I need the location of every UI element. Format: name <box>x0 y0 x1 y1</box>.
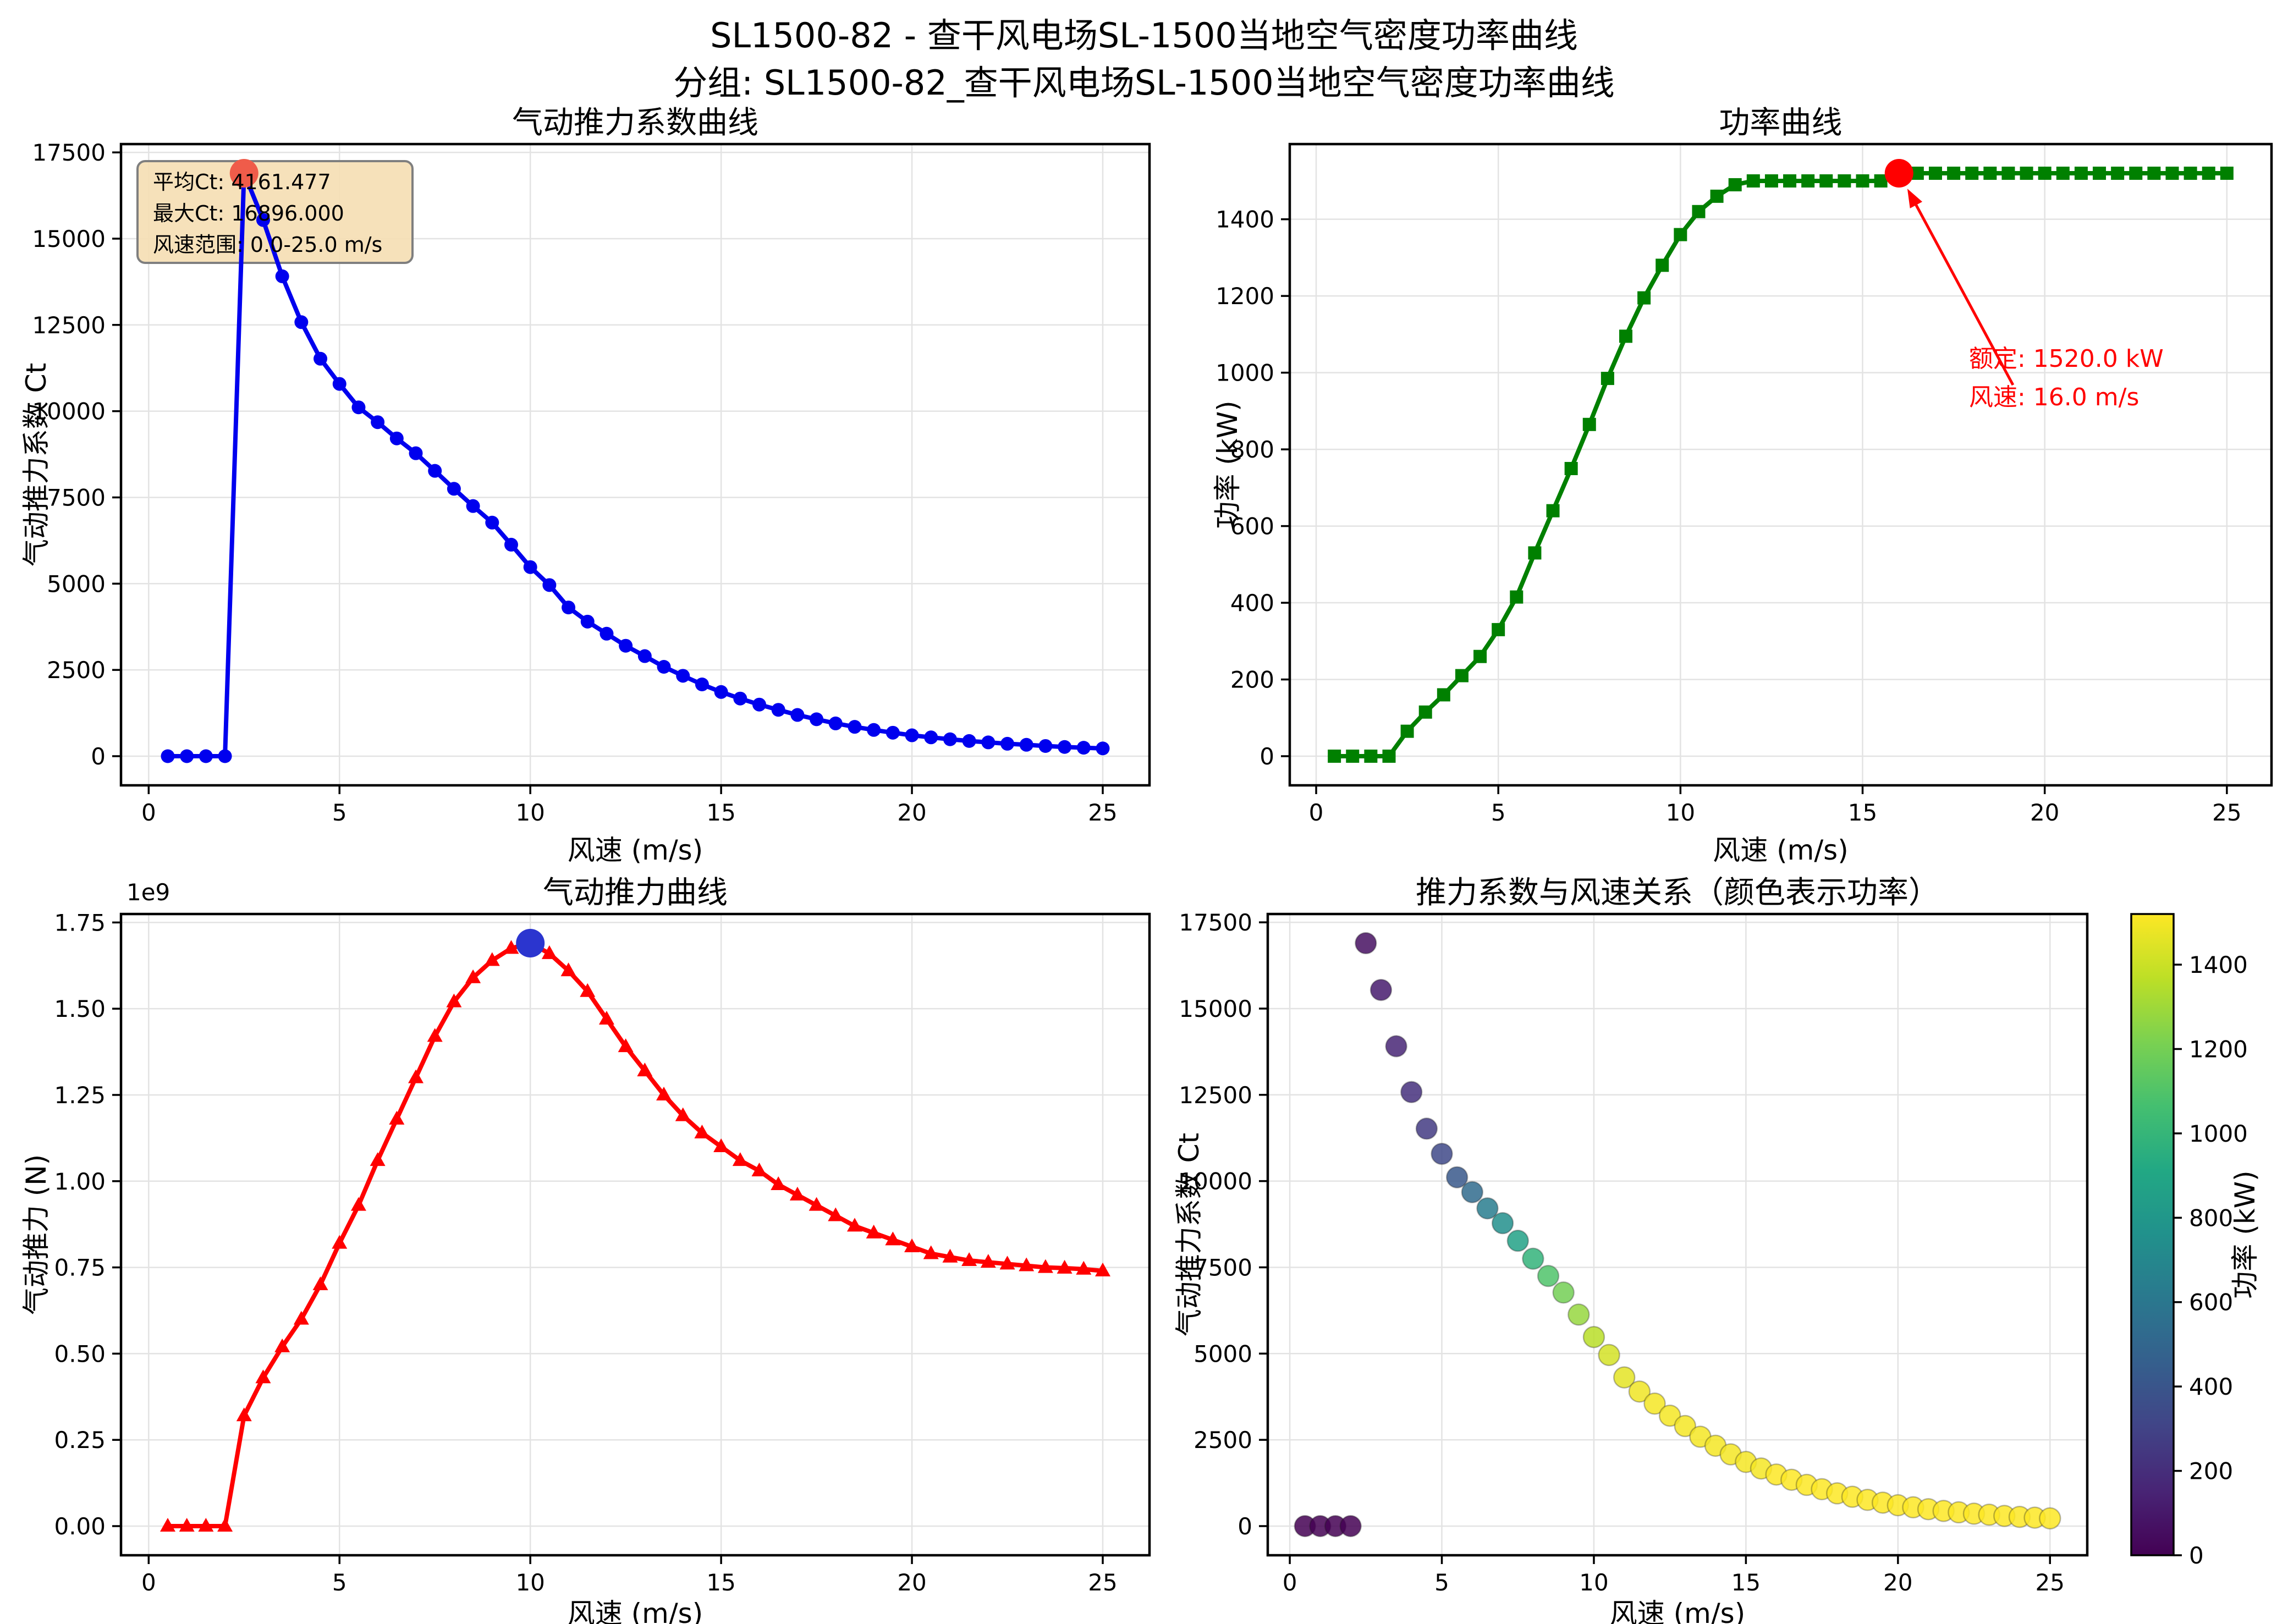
yaxis-label-thrust-curve: 气动推力 (N) <box>20 1154 52 1315</box>
svg-text:17500: 17500 <box>32 139 106 166</box>
svg-text:1.00: 1.00 <box>54 1168 106 1195</box>
svg-text:0: 0 <box>1238 1513 1252 1540</box>
yaxis-label-power-curve: 功率 (kW) <box>1212 400 1244 529</box>
svg-text:5: 5 <box>332 1569 347 1596</box>
svg-text:20: 20 <box>897 1569 926 1596</box>
svg-text:600: 600 <box>2189 1289 2233 1316</box>
svg-text:10: 10 <box>515 1569 544 1596</box>
svg-text:0.00: 0.00 <box>54 1513 106 1540</box>
svg-text:0.75: 0.75 <box>54 1254 106 1281</box>
infobox-line-max-ct: 最大Ct: 16896.000 <box>153 201 344 225</box>
svg-text:15: 15 <box>706 799 735 826</box>
svg-text:1000: 1000 <box>1216 360 1274 387</box>
svg-text:25: 25 <box>2036 1569 2065 1596</box>
svg-text:0.50: 0.50 <box>54 1340 106 1367</box>
svg-text:200: 200 <box>2189 1458 2233 1485</box>
svg-text:0: 0 <box>2189 1542 2204 1569</box>
svg-text:1.25: 1.25 <box>54 1082 106 1109</box>
colorbar: 0 200 400 600 800 1000 1200 1400 <box>2130 913 2248 1569</box>
svg-text:15: 15 <box>1731 1569 1761 1596</box>
yaxis-offset-text: 1e9 <box>127 879 170 906</box>
svg-text:0: 0 <box>1309 799 1324 826</box>
subplot-ct_coefficient_curve: 0 5 10 15 20 25 0 2500 5000 7500 10000 12500 15000 17… <box>32 139 1151 826</box>
figure-suptitle-group: 分组: SL1500-82_查干风电场SL-1500当地空气密度功率曲线 <box>673 63 1615 103</box>
svg-text:5: 5 <box>1434 1569 1449 1596</box>
infobox-line-ws-range: 风速范围: 0.0-25.0 m/s <box>153 233 383 257</box>
svg-text:12500: 12500 <box>32 312 106 339</box>
svg-text:15: 15 <box>1848 799 1877 826</box>
svg-text:1200: 1200 <box>2189 1036 2248 1063</box>
svg-text:1.75: 1.75 <box>54 909 106 936</box>
svg-text:15000: 15000 <box>32 225 106 252</box>
svg-text:25: 25 <box>2212 799 2241 826</box>
svg-text:800: 800 <box>1230 436 1274 463</box>
svg-text:10000: 10000 <box>1179 1168 1252 1195</box>
xaxis-label-scatter: 风速 (m/s) <box>1609 1598 1746 1624</box>
svg-text:1400: 1400 <box>2189 951 2248 978</box>
infobox-line-mean-ct: 平均Ct: 4161.477 <box>153 170 331 194</box>
svg-text:12500: 12500 <box>1179 1082 1252 1109</box>
svg-text:0: 0 <box>141 1569 156 1596</box>
svg-text:10: 10 <box>515 799 544 826</box>
svg-text:17500: 17500 <box>1179 909 1252 936</box>
annotation-line-windspeed: 风速: 16.0 m/s <box>1969 383 2140 411</box>
title-ct-coefficient-curve: 气动推力系数曲线 <box>512 105 758 141</box>
svg-text:0: 0 <box>141 799 156 826</box>
svg-text:800: 800 <box>2189 1204 2233 1231</box>
svg-text:20: 20 <box>2030 799 2059 826</box>
svg-text:400: 400 <box>2189 1373 2233 1400</box>
svg-text:5000: 5000 <box>1194 1340 1252 1367</box>
svg-text:10: 10 <box>1579 1569 1608 1596</box>
yaxis-label-ct-curve: 气动推力系数 Ct <box>20 362 52 567</box>
svg-text:15: 15 <box>706 1569 735 1596</box>
svg-text:25: 25 <box>1088 799 1117 826</box>
svg-text:5000: 5000 <box>47 570 106 597</box>
ct-stats-infobox: 平均Ct: 4161.477 最大Ct: 16896.000 风速范围: 0.0… <box>138 161 428 268</box>
svg-text:25: 25 <box>1088 1569 1117 1596</box>
subplot-power_curve: 0 5 10 15 20 25 0 200 400 600 800 1000 1200 1400 <box>1216 142 2273 826</box>
svg-text:1400: 1400 <box>1216 206 1274 233</box>
svg-text:7500: 7500 <box>1194 1254 1252 1281</box>
svg-text:5: 5 <box>1491 799 1506 826</box>
svg-text:2500: 2500 <box>1194 1427 1252 1454</box>
figure-suptitle: SL1500-82 - 查干风电场SL-1500当地空气密度功率曲线 <box>710 15 1578 56</box>
svg-text:20: 20 <box>897 799 926 826</box>
title-thrust-curve: 气动推力曲线 <box>543 875 728 911</box>
subplot-ct_vs_windspeed_scatter: 0 5 10 15 20 25 0 2500 5000 7500 10000 12500 15000 17… <box>1179 909 2089 1596</box>
svg-text:15000: 15000 <box>1179 995 1252 1022</box>
title-ct-vs-windspeed-scatter: 推力系数与风速关系（颜色表示功率） <box>1416 875 1939 911</box>
svg-text:600: 600 <box>1230 513 1274 540</box>
svg-text:20: 20 <box>1883 1569 1912 1596</box>
annotation-line-rated: 额定: 1520.0 kW <box>1969 345 2164 373</box>
svg-text:0: 0 <box>1283 1569 1297 1596</box>
svg-text:0: 0 <box>1260 743 1274 770</box>
svg-text:1.50: 1.50 <box>54 995 106 1022</box>
svg-text:7500: 7500 <box>47 484 106 511</box>
xaxis-label-power-curve: 风速 (m/s) <box>1713 834 1849 866</box>
title-power-curve: 功率曲线 <box>1719 105 1843 141</box>
svg-text:10: 10 <box>1666 799 1695 826</box>
svg-text:10000: 10000 <box>32 398 106 425</box>
subplot-thrust_curve: 0 5 10 15 20 25 0.00 0.25 0.50 0.75 1.00 1.25 1.50 1.… <box>54 909 1151 1596</box>
svg-text:5: 5 <box>332 799 347 826</box>
colorbar-label: 功率 (kW) <box>2229 1170 2261 1299</box>
svg-text:0: 0 <box>91 743 106 770</box>
svg-text:400: 400 <box>1230 590 1274 616</box>
svg-text:1000: 1000 <box>2189 1120 2248 1147</box>
svg-text:0.25: 0.25 <box>54 1427 106 1454</box>
svg-text:2500: 2500 <box>47 657 106 684</box>
xaxis-label-ct-curve: 风速 (m/s) <box>567 834 703 866</box>
svg-text:1200: 1200 <box>1216 283 1274 310</box>
svg-text:200: 200 <box>1230 667 1274 693</box>
yaxis-label-scatter: 气动推力系数 Ct <box>1173 1132 1205 1337</box>
xaxis-label-thrust-curve: 风速 (m/s) <box>567 1598 703 1624</box>
rated-power-annotation: 额定: 1520.0 kW 风速: 16.0 m/s <box>1969 340 2164 417</box>
